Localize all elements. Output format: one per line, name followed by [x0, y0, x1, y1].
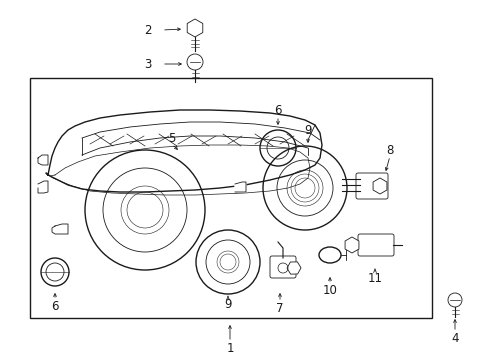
Text: 2: 2 [144, 23, 151, 36]
FancyBboxPatch shape [355, 173, 387, 199]
Polygon shape [38, 181, 48, 193]
Text: 9: 9 [224, 298, 231, 311]
Bar [30, 78, 431, 318]
Text: 10: 10 [322, 284, 337, 297]
Text: 7: 7 [276, 302, 283, 315]
Text: 4: 4 [450, 332, 458, 345]
FancyBboxPatch shape [357, 234, 393, 256]
Text: 6: 6 [274, 104, 281, 117]
Text: 3: 3 [144, 58, 151, 71]
Text: 8: 8 [386, 144, 393, 157]
Polygon shape [52, 224, 68, 234]
Text: 9: 9 [304, 123, 311, 136]
Text: 6: 6 [51, 300, 59, 312]
Text: 1: 1 [226, 342, 233, 355]
FancyBboxPatch shape [269, 256, 295, 278]
Text: 11: 11 [367, 271, 382, 284]
Text: 5: 5 [168, 131, 175, 144]
Polygon shape [38, 155, 48, 165]
Polygon shape [235, 182, 245, 192]
